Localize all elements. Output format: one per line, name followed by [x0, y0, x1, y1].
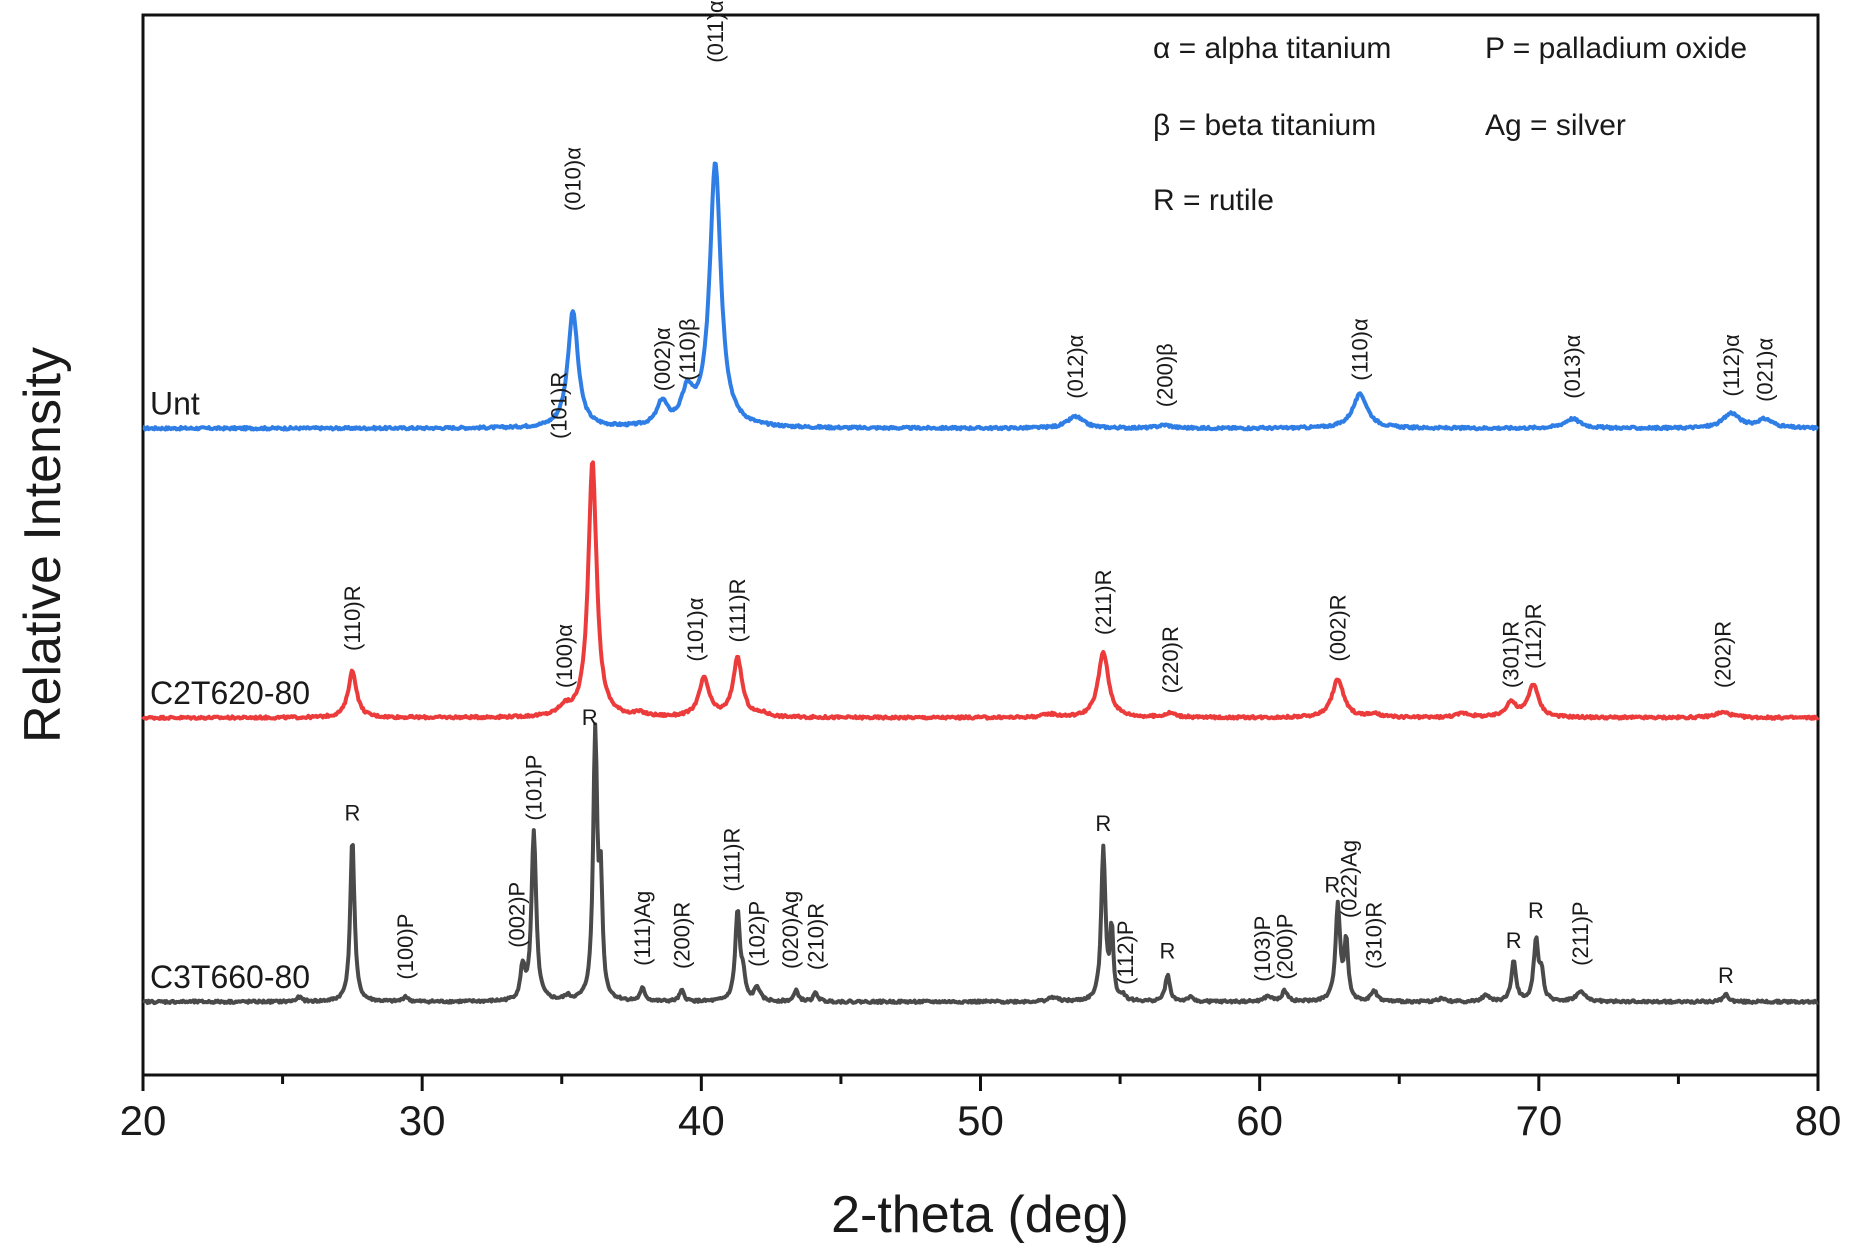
legend: α = alpha titanium P = palladium oxide β… — [1153, 32, 1747, 217]
peak-label: (103)P — [1250, 916, 1275, 982]
peak-label: (310)R — [1362, 902, 1387, 969]
peak-label: R — [582, 705, 598, 730]
series-layer: Unt C2T620-80 C3T660-80 — [141, 161, 1820, 1006]
peak-label: (211)R — [1091, 569, 1116, 635]
legend-entry-alpha: α = alpha titanium — [1153, 32, 1391, 65]
peak-label: (102)P — [745, 901, 770, 967]
peak-label: (101)α — [683, 597, 708, 661]
x-tick-label: 80 — [1795, 1097, 1842, 1144]
peak-label: R — [1528, 898, 1544, 923]
peak-label: (202)R — [1711, 621, 1736, 688]
peak-label: (211)P — [1568, 901, 1593, 965]
peak-label: (110)α — [1348, 318, 1373, 381]
x-tick-label: 40 — [678, 1097, 725, 1144]
peak-label: (012)α — [1063, 334, 1088, 398]
peak-label: R — [1324, 873, 1340, 898]
series-label-c2t620-80: C2T620-80 — [150, 675, 310, 711]
x-tick-label: 70 — [1515, 1097, 1562, 1144]
peak-label: (002)R — [1325, 594, 1350, 661]
legend-entry-beta: β = beta titanium — [1153, 109, 1376, 142]
peak-label: (111)R — [725, 579, 750, 643]
peak-label: (100)P — [393, 914, 418, 980]
peak-label: R — [344, 801, 360, 826]
peak-label: R — [1718, 963, 1734, 988]
peak-label: (200)β — [1152, 343, 1177, 407]
peak-label: (200)R — [669, 902, 694, 969]
x-tick-label: 50 — [957, 1097, 1004, 1144]
series-line-c3t660-80 — [142, 722, 1819, 1006]
peak-label: (100)α — [552, 624, 577, 688]
peak-label: (022)Ag — [1337, 840, 1362, 918]
peak-label: (112)α — [1719, 334, 1744, 397]
peak-label: (111)Ag — [630, 891, 655, 966]
x-tick-label: 30 — [399, 1097, 446, 1144]
peak-label: (021)α — [1753, 338, 1778, 402]
legend-entry-rutile: R = rutile — [1153, 184, 1274, 217]
series-label-unt: Unt — [150, 385, 200, 421]
peak-label: (011)α — [703, 0, 728, 63]
peak-label: (112)R — [1521, 603, 1546, 669]
peak-label: (110)β — [675, 318, 700, 380]
peak-label: (020)Ag — [778, 891, 803, 969]
peak-label: R — [1095, 811, 1111, 836]
annotation-layer: (010)α (002)α (110)β (011)α (012)α (200)β (110… — [340, 0, 1778, 988]
series-line-unt — [142, 161, 1819, 432]
x-tick-label: 20 — [120, 1097, 167, 1144]
peak-label: (002)P — [505, 882, 530, 948]
peak-label: R — [1160, 938, 1176, 963]
peak-label: (101)P — [521, 755, 546, 821]
peak-label: R — [1506, 928, 1522, 953]
x-tick-label: 60 — [1236, 1097, 1283, 1144]
series-line-c2t620-80 — [141, 460, 1820, 721]
peak-label: (111)R — [720, 828, 745, 892]
peak-label: (210)R — [803, 903, 828, 970]
x-axis-title: 2-theta (deg) — [831, 1186, 1129, 1244]
peak-label: (013)α — [1560, 334, 1585, 398]
peak-label: (110)R — [340, 585, 365, 651]
y-axis-title: Relative Intensity — [14, 347, 72, 743]
legend-entry-palladium: P = palladium oxide — [1485, 32, 1747, 65]
peak-label: (002)α — [650, 327, 675, 391]
series-label-c3t660-80: C3T660-80 — [150, 959, 310, 995]
peak-label: (301)R — [1498, 621, 1523, 688]
peak-label: (200)P — [1272, 914, 1297, 980]
peak-label: (112)P — [1113, 920, 1138, 984]
legend-entry-silver: Ag = silver — [1485, 109, 1626, 142]
peak-label: (101)R — [547, 372, 572, 439]
x-axis: 20 30 40 50 60 70 80 — [120, 1075, 1842, 1144]
peak-label: (010)α — [560, 147, 585, 211]
peak-label: (220)R — [1158, 626, 1183, 693]
